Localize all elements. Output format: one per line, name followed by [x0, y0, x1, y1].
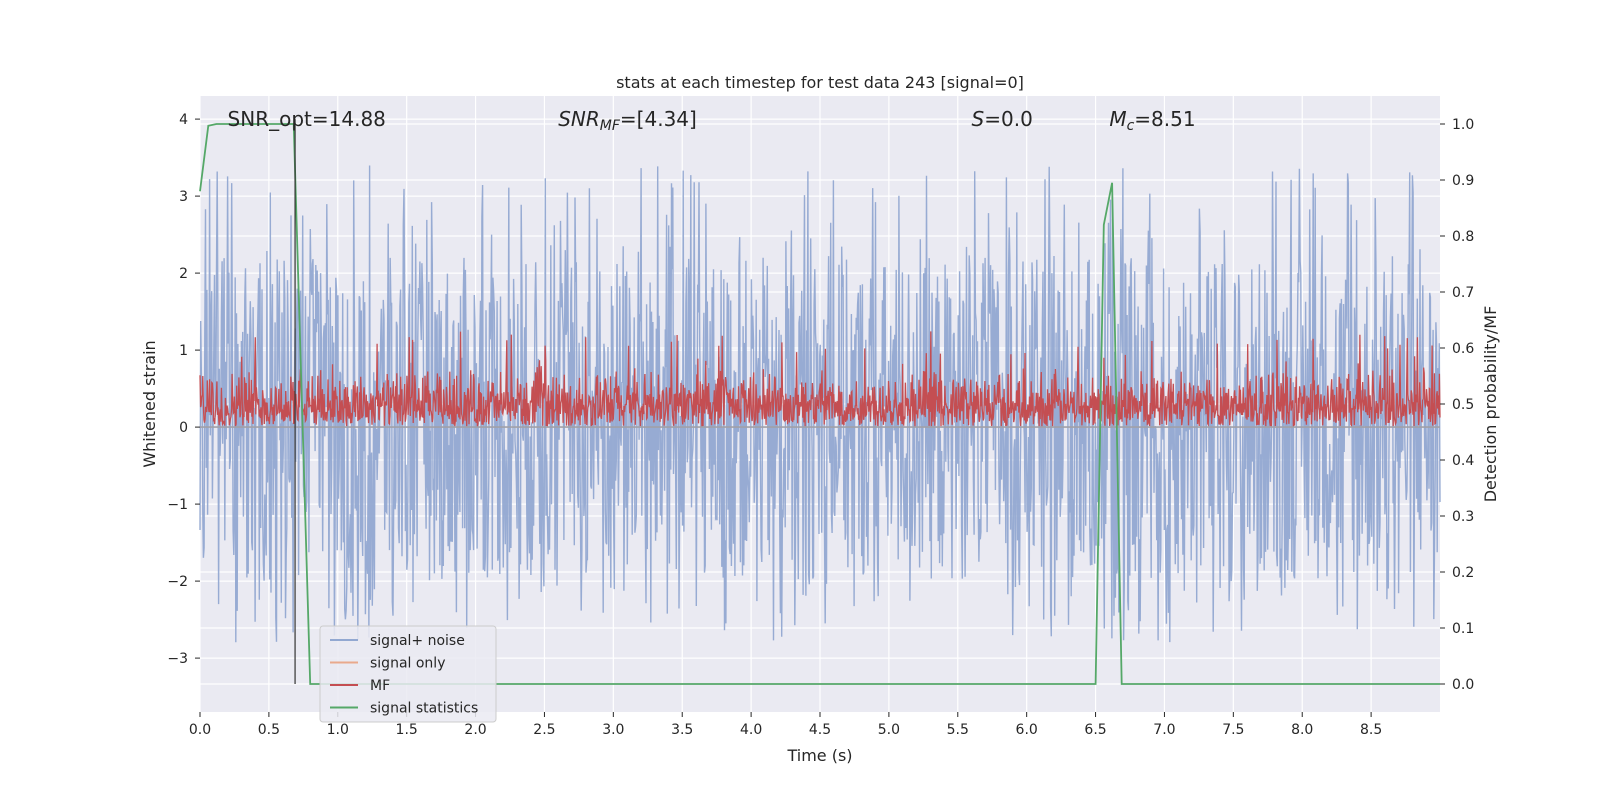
signal-noise-series: [199, 165, 1441, 643]
legend-entry: signal+ noise: [370, 633, 465, 649]
signal-noise-line: [199, 165, 1441, 643]
y-right-tick-label: 1.0: [1452, 117, 1474, 133]
x-tick-label: 6.5: [1084, 722, 1106, 738]
x-tick-label: 0.5: [258, 722, 280, 738]
y-tick-label: 1: [179, 343, 188, 359]
y-tick-label: −3: [167, 651, 188, 667]
y-tick-label: −1: [167, 497, 188, 513]
y-right-tick-label: 0.6: [1452, 341, 1474, 357]
mf-line: [199, 331, 1441, 428]
x-tick-label: 8.5: [1360, 722, 1382, 738]
y-tick-label: 0: [179, 420, 188, 436]
y-right-tick-label: 0.2: [1452, 565, 1474, 581]
annotation: S=0.0: [972, 107, 1033, 131]
x-tick-label: 4.5: [809, 722, 831, 738]
x-tick-label: 1.0: [327, 722, 349, 738]
signal-statistics-series: [199, 123, 1440, 685]
y-right-tick-label: 0.1: [1452, 621, 1474, 637]
x-tick-label: 8.0: [1291, 722, 1313, 738]
y-right-tick-label: 0.4: [1452, 453, 1474, 469]
y-axis-right-label: Detection probability/MF: [1481, 306, 1500, 503]
y-axis-label: Whitened strain: [140, 340, 159, 467]
annotation: Mc=8.51: [1109, 107, 1195, 134]
annotations: SNR_opt=14.88 SNRMF=[4.34] S=0.0 Mc=8.51: [228, 107, 1196, 134]
legend-box: [319, 625, 497, 723]
x-tick-label: 0.0: [189, 722, 211, 738]
legend-entry: signal statistics: [370, 701, 478, 717]
y-tick-label: 2: [179, 266, 188, 282]
x-tick-label: 5.0: [878, 722, 900, 738]
x-tick-label: 4.0: [740, 722, 762, 738]
x-axis-ticks: 0.0 0.5 1.0 1.5 2.0 2.5 3.0 3.5 4.0 4.5 5.0 5.5 6.0 6…: [189, 712, 1382, 738]
x-tick-label: 3.0: [602, 722, 624, 738]
y-right-tick-label: 0.7: [1452, 285, 1474, 301]
x-tick-label: 2.5: [533, 722, 555, 738]
y-tick-label: 3: [179, 189, 188, 205]
x-tick-label: 3.5: [671, 722, 693, 738]
y-tick-label: −2: [167, 574, 188, 590]
chart-title: stats at each timestep for test data 243…: [616, 73, 1024, 92]
x-tick-label: 7.0: [1153, 722, 1175, 738]
y-right-tick-label: 0.5: [1452, 397, 1474, 413]
mf-series: [199, 331, 1441, 428]
annotation: SNRMF=[4.34]: [558, 107, 697, 134]
legend-entry: MF: [370, 678, 390, 694]
x-tick-label: 1.5: [396, 722, 418, 738]
signal-statistics-line: [199, 123, 1440, 685]
y-right-tick-label: 0.0: [1452, 677, 1474, 693]
y-right-tick-label: 0.9: [1452, 173, 1474, 189]
x-tick-label: 6.0: [1016, 722, 1038, 738]
annotation: SNR_opt=14.88: [228, 107, 386, 131]
legend: signal+ noise signal only MF signal statist…: [319, 625, 497, 723]
x-tick-label: 7.5: [1222, 722, 1244, 738]
legend-entry: signal only: [370, 656, 445, 672]
y-right-tick-label: 0.3: [1452, 509, 1474, 525]
x-axis-label: Time (s): [786, 746, 852, 765]
y-tick-label: 4: [179, 112, 188, 128]
x-tick-label: 5.5: [947, 722, 969, 738]
y-right-tick-label: 0.8: [1452, 229, 1474, 245]
y-axis-left-ticks: −3 −2 −1 0 1 2 3 4: [167, 112, 200, 667]
x-tick-label: 2.0: [464, 722, 486, 738]
y-axis-right-ticks: 0.0 0.1 0.2 0.3 0.4 0.5 0.6 0.7 0.8 0.9 1.0: [1440, 117, 1474, 693]
